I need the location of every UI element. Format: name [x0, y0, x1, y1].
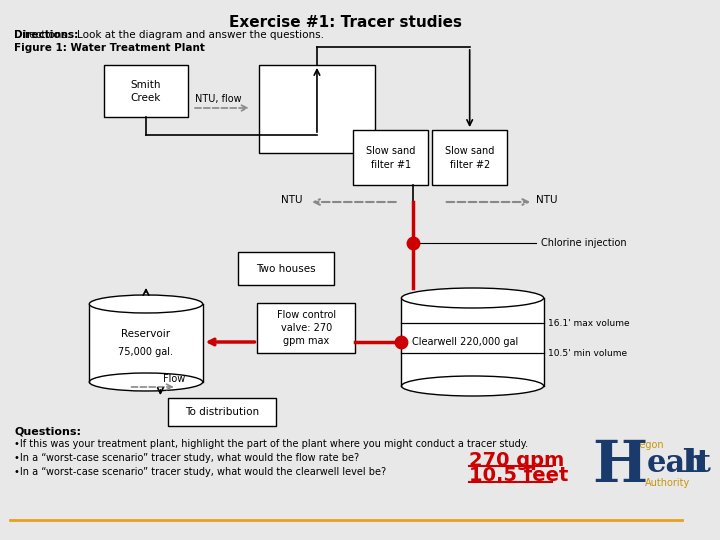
- Text: Oregon: Oregon: [629, 440, 665, 450]
- Text: Directions:: Directions:: [14, 30, 78, 40]
- Text: 10.5' min volume: 10.5' min volume: [549, 348, 628, 357]
- Text: ealt: ealt: [647, 449, 711, 480]
- Text: filter #1: filter #1: [371, 159, 411, 170]
- Text: NTU: NTU: [281, 195, 302, 205]
- Bar: [259, 65, 374, 153]
- Text: H: H: [592, 438, 647, 494]
- Text: h: h: [682, 449, 704, 480]
- Bar: [104, 65, 188, 117]
- Text: Two houses: Two houses: [256, 264, 316, 273]
- Text: Slow sand: Slow sand: [445, 145, 495, 156]
- Bar: [238, 252, 334, 285]
- Text: 75,000 gal.: 75,000 gal.: [119, 347, 174, 357]
- Text: Authority: Authority: [645, 478, 690, 488]
- Bar: [168, 398, 276, 426]
- Text: 10.5 feet: 10.5 feet: [469, 466, 568, 485]
- Ellipse shape: [89, 295, 202, 313]
- Text: Exercise #1: Tracer studies: Exercise #1: Tracer studies: [229, 15, 462, 30]
- Text: Smith: Smith: [131, 80, 161, 90]
- Bar: [354, 130, 428, 185]
- Text: Flow control: Flow control: [276, 310, 336, 320]
- Text: NTU, flow: NTU, flow: [195, 94, 242, 104]
- Text: Directions:  Look at the diagram and answer the questions.: Directions: Look at the diagram and answ…: [14, 30, 325, 40]
- Bar: [89, 304, 202, 382]
- Text: Creek: Creek: [131, 93, 161, 103]
- Text: Clearwell 220,000 gal: Clearwell 220,000 gal: [412, 337, 518, 347]
- Text: Reservoir: Reservoir: [122, 329, 171, 339]
- Text: Flow: Flow: [163, 374, 186, 384]
- Text: To distribution: To distribution: [185, 407, 259, 417]
- Text: •In a “worst-case scenario” tracer study, what would the clearwell level be?: •In a “worst-case scenario” tracer study…: [14, 467, 387, 477]
- Text: 16.1' max volume: 16.1' max volume: [549, 319, 630, 327]
- Text: 270 gpm: 270 gpm: [469, 451, 564, 470]
- Text: filter #2: filter #2: [449, 159, 490, 170]
- Text: Chlorine injection: Chlorine injection: [541, 238, 626, 248]
- Text: gpm max: gpm max: [283, 336, 330, 346]
- Text: valve: 270: valve: 270: [281, 323, 332, 333]
- Text: Questions:: Questions:: [14, 426, 81, 436]
- Bar: [432, 130, 507, 185]
- Text: •If this was your treatment plant, highlight the part of the plant where you mig: •If this was your treatment plant, highl…: [14, 439, 528, 449]
- Ellipse shape: [89, 373, 202, 391]
- Ellipse shape: [402, 288, 544, 308]
- Bar: [258, 303, 356, 353]
- Text: NTU: NTU: [536, 195, 557, 205]
- Text: •In a “worst-case scenario” tracer study, what would the flow rate be?: •In a “worst-case scenario” tracer study…: [14, 453, 359, 463]
- Text: Slow sand: Slow sand: [366, 145, 415, 156]
- Bar: [402, 298, 544, 386]
- Text: Figure 1: Water Treatment Plant: Figure 1: Water Treatment Plant: [14, 43, 205, 53]
- Ellipse shape: [402, 376, 544, 396]
